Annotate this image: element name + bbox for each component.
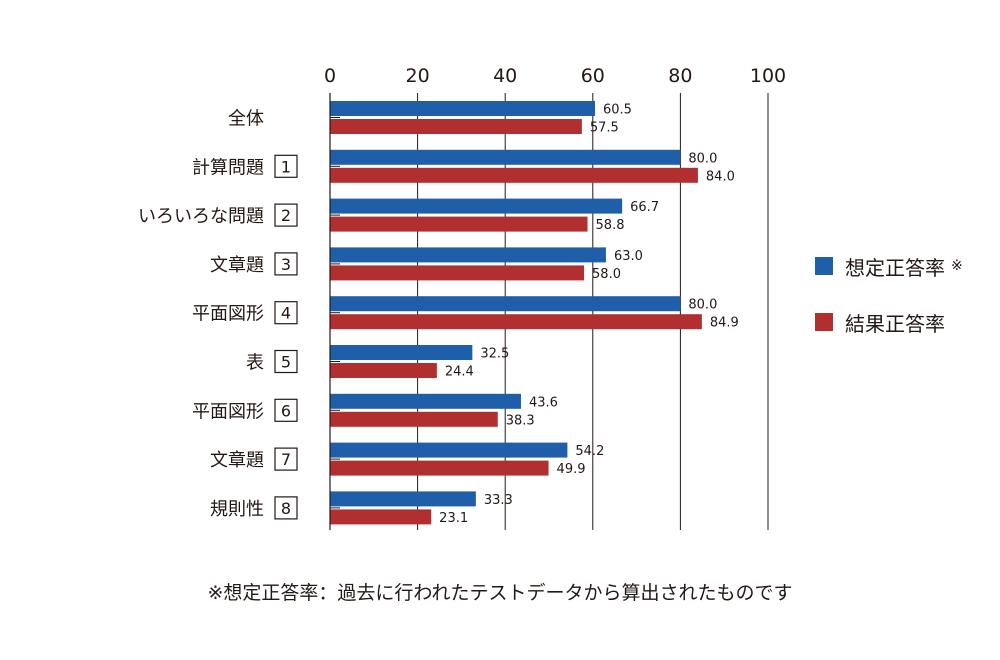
bar-expected (330, 101, 595, 116)
bar-expected (330, 442, 568, 458)
category-badge-number: 4 (281, 304, 291, 323)
legend-item-expected: 想定正答率 ※ (815, 255, 963, 280)
data-label: 54.2 (575, 444, 604, 459)
data-label: 60.5 (603, 103, 632, 118)
data-label: 80.0 (688, 298, 717, 313)
bar-expected (330, 296, 681, 312)
x-tick-label: 60 (581, 65, 605, 87)
x-tick-label: 0 (324, 65, 336, 87)
category-label: 規則性 (210, 499, 264, 520)
category-label: 平面図形 (192, 401, 264, 422)
legend-label-expected: 想定正答率 (845, 255, 945, 280)
x-tick-label: 20 (406, 65, 430, 87)
category-label: 文章題 (210, 450, 264, 471)
data-label: 58.8 (596, 218, 625, 233)
bar-expected (330, 393, 521, 409)
data-label: 38.3 (506, 413, 535, 428)
legend-swatch-expected (815, 257, 833, 275)
data-label: 32.5 (480, 347, 509, 362)
category-badge-number: 1 (281, 157, 291, 176)
category-badge (274, 301, 298, 325)
data-label: 58.0 (592, 267, 621, 282)
x-tick-label: 80 (668, 65, 692, 87)
data-label: 63.0 (614, 249, 643, 264)
legend-note-expected: ※ (951, 258, 963, 274)
category-badge (274, 349, 298, 374)
bar-result (330, 265, 585, 281)
data-label: 57.5 (590, 121, 619, 136)
bar-result (330, 509, 432, 525)
category-badge-number: 6 (281, 401, 291, 420)
category-badge-number: 8 (281, 499, 291, 518)
bar-result (330, 314, 702, 330)
data-label: 80.0 (688, 151, 717, 166)
bar-result (330, 411, 498, 427)
data-label: 49.9 (557, 462, 586, 477)
x-tick-label: 40 (493, 65, 517, 87)
bar-result (330, 167, 698, 183)
category-label: 計算問題 (192, 157, 264, 178)
bar-expected (330, 149, 681, 165)
bar-expected (330, 247, 606, 263)
data-label: 84.9 (710, 316, 739, 331)
category-badge (274, 447, 298, 471)
legend-swatch-result (815, 313, 833, 331)
category-badge (274, 252, 298, 276)
category-badge (274, 154, 298, 178)
data-label: 84.0 (706, 169, 735, 184)
data-label: 24.4 (445, 365, 474, 380)
data-label: 66.7 (630, 200, 659, 215)
category-badge-number: 3 (281, 255, 291, 274)
bar-result (330, 460, 549, 476)
category-badge (274, 398, 298, 422)
data-label: 23.1 (439, 511, 468, 526)
category-badge (274, 496, 298, 520)
category-label: 全体 (228, 109, 264, 130)
category-label: 文章題 (210, 255, 264, 276)
category-badge (274, 203, 298, 227)
category-badge-number: 7 (281, 450, 291, 469)
chart-legend: 想定正答率 ※ 結果正答率 (815, 255, 963, 367)
bar-expected (330, 198, 623, 214)
bar-result (330, 119, 582, 134)
category-badge-number: 2 (281, 206, 291, 225)
legend-label-result: 結果正答率 (845, 311, 945, 336)
legend-item-result: 結果正答率 (815, 311, 963, 336)
footnote: ※想定正答率：過去に行われたテストデータから算出されたものです (207, 582, 793, 604)
category-label: いろいろな問題 (138, 206, 264, 227)
category-badge-number: 5 (281, 353, 291, 372)
category-label: 平面図形 (192, 304, 264, 325)
data-label: 43.6 (529, 395, 558, 410)
bar-expected (330, 491, 476, 507)
bar-result (330, 363, 437, 378)
x-tick-label: 100 (750, 65, 786, 87)
bar-expected (330, 345, 473, 360)
category-label: 表 (246, 353, 264, 374)
bar-result (330, 216, 588, 232)
data-label: 33.3 (484, 493, 513, 508)
